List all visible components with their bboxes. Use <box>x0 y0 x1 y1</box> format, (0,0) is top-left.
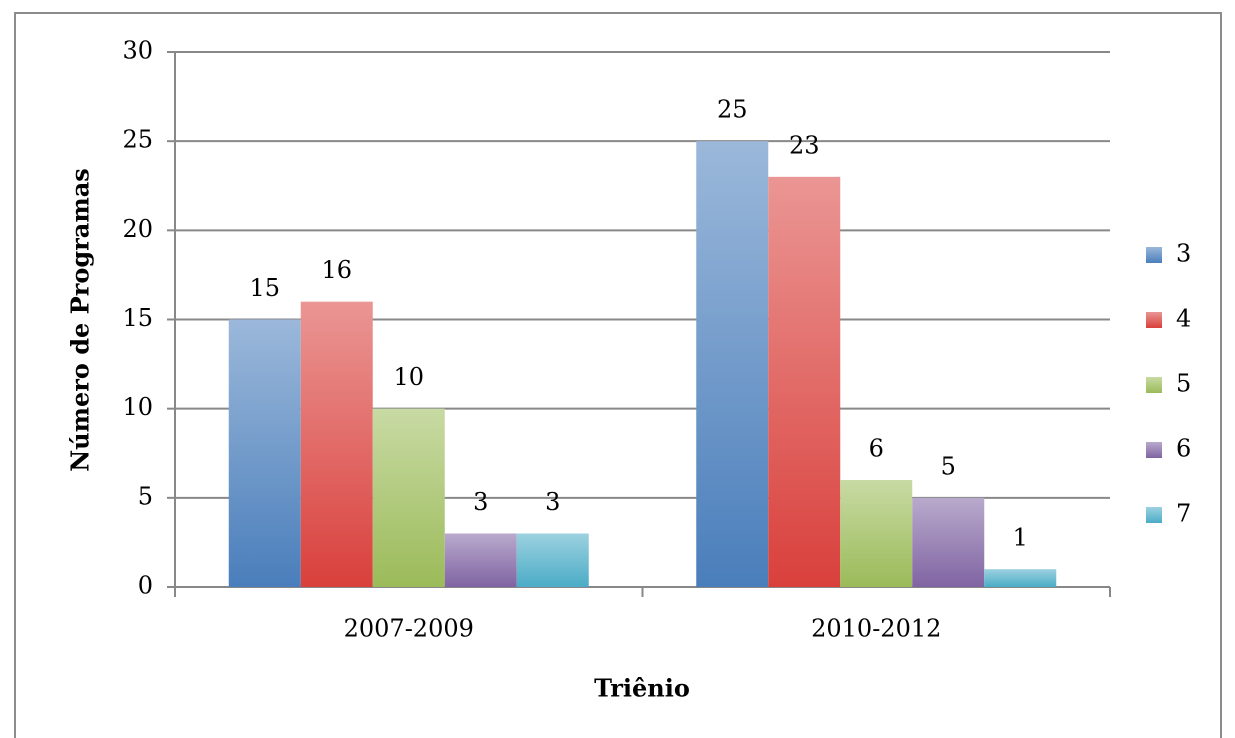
bar <box>516 533 589 587</box>
legend-label: 3 <box>1176 240 1191 268</box>
legend-swatch <box>1146 442 1162 458</box>
legend-swatch <box>1146 312 1162 328</box>
legend-label: 5 <box>1176 370 1191 398</box>
bar <box>696 141 769 587</box>
chart-frame <box>14 12 1222 738</box>
x-tick-label: 2007-2009 <box>344 615 474 643</box>
y-tick-label: 25 <box>122 126 153 154</box>
legend-swatch <box>1146 377 1162 393</box>
y-tick-label: 20 <box>122 215 153 243</box>
y-tick-label: 5 <box>138 482 153 510</box>
y-tick-label: 10 <box>122 393 153 421</box>
data-label: 16 <box>321 256 352 284</box>
y-tick-label: 15 <box>122 304 153 332</box>
data-label: 23 <box>789 131 820 159</box>
x-axis-label: Triênio <box>594 674 690 703</box>
y-tick-label: 0 <box>138 572 153 600</box>
bar <box>984 569 1057 587</box>
data-label: 6 <box>869 435 884 463</box>
bar <box>228 319 301 587</box>
bar <box>840 480 913 587</box>
bar <box>372 408 445 587</box>
legend-label: 4 <box>1176 305 1191 333</box>
data-label: 15 <box>249 274 280 302</box>
data-label: 1 <box>1013 524 1028 552</box>
y-tick-label: 30 <box>122 37 153 65</box>
data-label: 3 <box>473 488 488 516</box>
legend-swatch <box>1146 247 1162 263</box>
y-axis-label: Número de Programas <box>66 168 95 472</box>
data-label: 25 <box>717 96 748 124</box>
x-tick-label: 2010-2012 <box>811 615 941 643</box>
data-label: 10 <box>393 363 424 391</box>
bar <box>300 301 373 587</box>
bar <box>444 533 517 587</box>
bar <box>768 176 841 588</box>
legend-label: 7 <box>1176 500 1191 528</box>
bar <box>912 497 985 587</box>
legend-swatch <box>1146 507 1162 523</box>
data-label: 3 <box>545 488 560 516</box>
legend-label: 6 <box>1176 435 1191 463</box>
data-label: 5 <box>941 452 956 480</box>
